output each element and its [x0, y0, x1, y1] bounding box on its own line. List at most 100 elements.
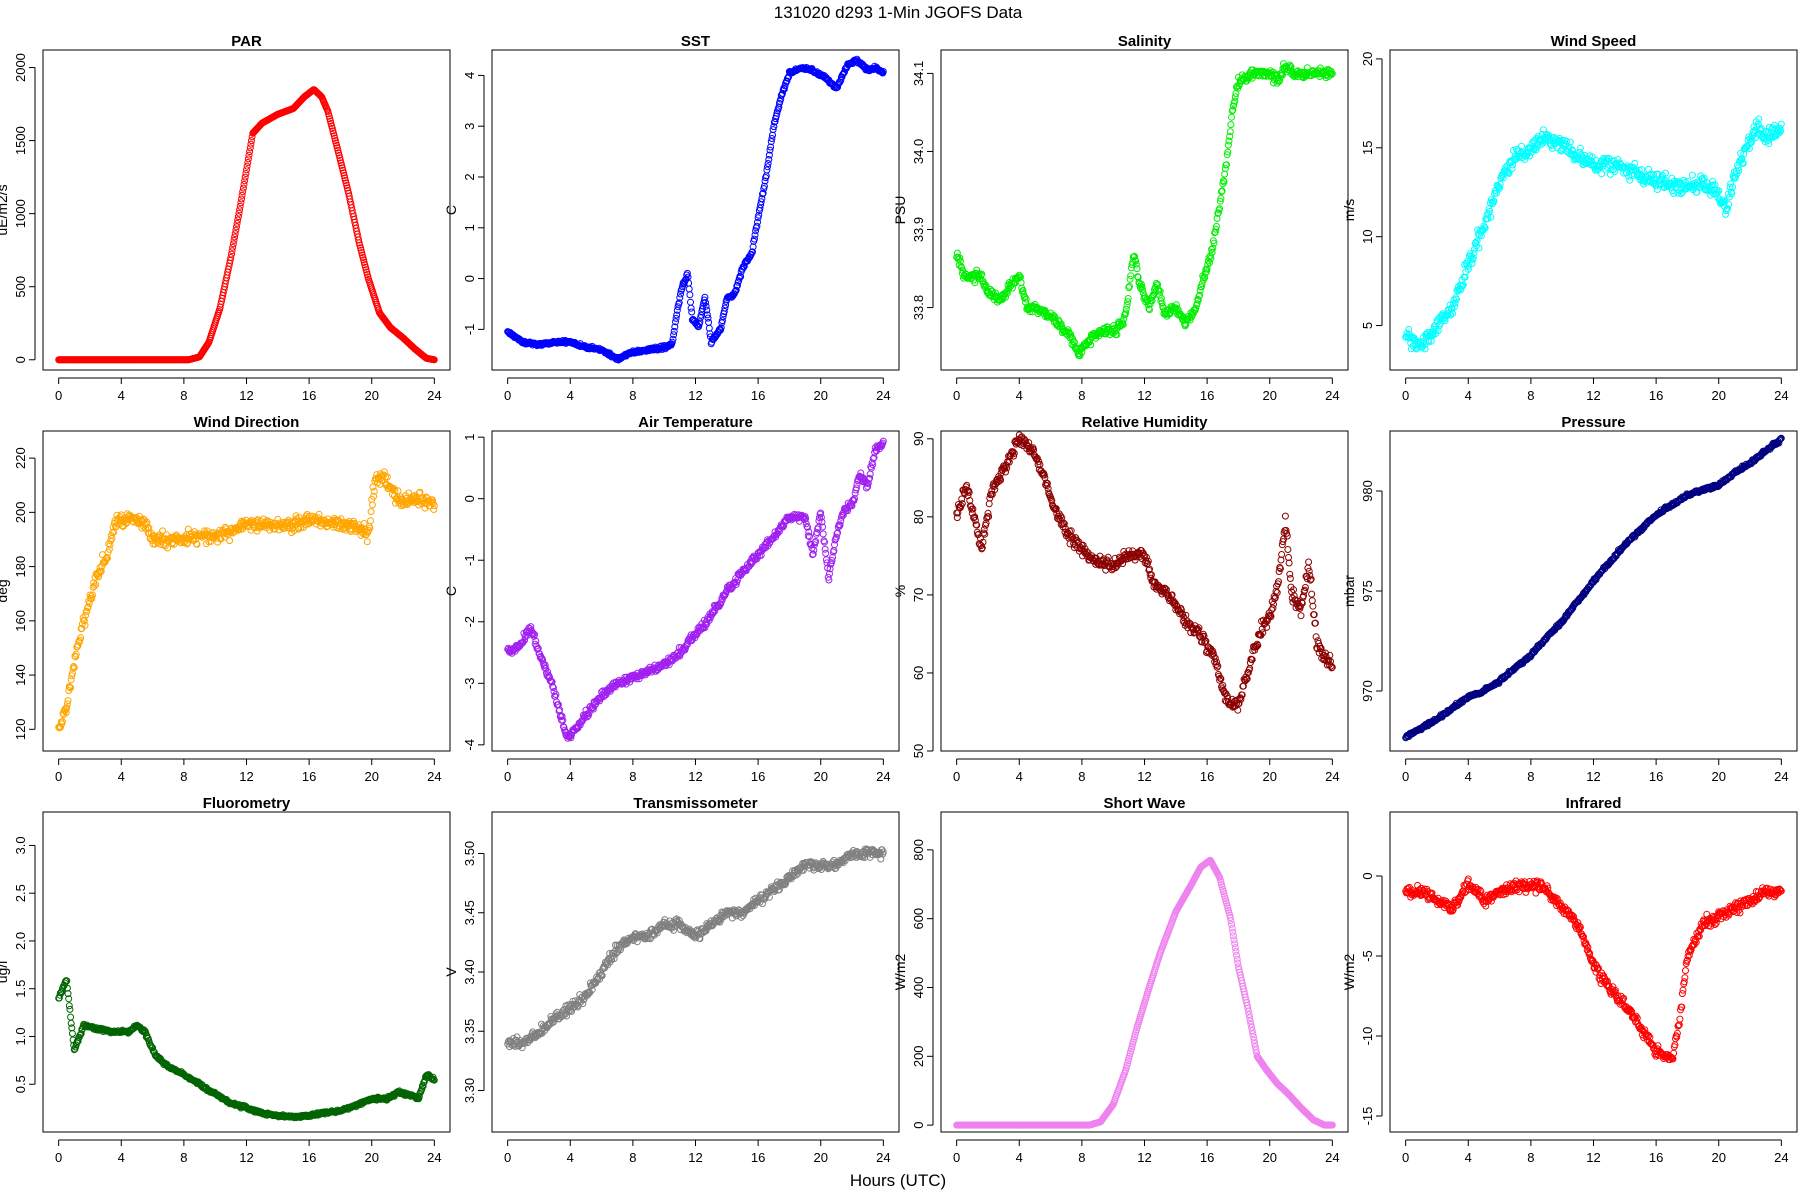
data-point — [241, 177, 249, 185]
data-point — [232, 226, 240, 234]
data-point — [783, 77, 791, 85]
data-point — [749, 248, 756, 256]
data-point — [229, 240, 237, 248]
data-point — [879, 68, 887, 75]
data-point — [229, 243, 237, 251]
x-tick-label: 16 — [1200, 769, 1214, 784]
data-point — [683, 269, 691, 277]
data-point — [756, 204, 764, 212]
y-tick-label: -4 — [462, 739, 477, 751]
x-tick-label: 8 — [180, 769, 187, 784]
data-point — [701, 293, 709, 301]
y-tick-label: 120 — [13, 718, 28, 740]
data-point — [841, 68, 848, 76]
x-tick-label: 0 — [55, 769, 62, 784]
data-point — [772, 112, 780, 120]
x-tick-label: 4 — [118, 388, 125, 403]
data-point — [734, 282, 741, 289]
x-tick-label: 0 — [953, 769, 960, 784]
x-tick-label: 12 — [239, 388, 253, 403]
data-point — [763, 166, 771, 174]
y-tick-label: 200 — [13, 502, 28, 524]
data-point — [687, 304, 695, 312]
y-tick-label: 33.9 — [911, 217, 926, 242]
data-point — [247, 140, 255, 148]
figure-xlabel: Hours (UTC) — [850, 1171, 946, 1190]
data-point — [717, 324, 725, 332]
panel-title: SST — [681, 33, 710, 50]
data-point — [671, 323, 679, 331]
x-tick-label: 16 — [751, 769, 765, 784]
x-tick-label: 20 — [1711, 388, 1725, 403]
y-tick-label: 10 — [1360, 229, 1375, 243]
x-tick-label: 12 — [1586, 388, 1600, 403]
x-tick-label: 16 — [302, 388, 316, 403]
y-tick-label: 2 — [462, 173, 477, 180]
data-point — [978, 270, 986, 278]
y-tick-label: 0 — [462, 275, 477, 282]
data-point — [675, 299, 683, 307]
x-tick-label: 12 — [1137, 388, 1151, 403]
data-point — [230, 236, 238, 244]
data-point — [672, 314, 680, 322]
x-tick-label: 4 — [1016, 388, 1023, 403]
data-point — [246, 144, 254, 152]
data-point — [1003, 289, 1011, 297]
x-tick-label: 8 — [629, 388, 636, 403]
data-point — [235, 209, 243, 217]
data-point — [236, 202, 244, 210]
y-tick-label: 60 — [911, 666, 926, 680]
x-tick-label: 20 — [364, 388, 378, 403]
x-tick-label: 16 — [1200, 388, 1214, 403]
x-tick-label: 0 — [55, 388, 62, 403]
data-point — [228, 247, 236, 255]
x-tick-label: 16 — [1649, 388, 1663, 403]
data-point — [765, 151, 773, 159]
data-point — [240, 180, 248, 188]
data-point — [668, 338, 676, 346]
y-axis-label: % — [892, 585, 908, 597]
x-tick-label: 20 — [813, 388, 827, 403]
data-point — [231, 233, 239, 241]
data-point — [732, 286, 740, 294]
data-point — [992, 289, 999, 297]
x-axis: 0 4 8 12 16 20 24 — [55, 377, 442, 403]
data-point — [238, 195, 245, 203]
panel-title: Wind Speed — [1551, 33, 1637, 50]
data-point — [752, 227, 760, 235]
data-point — [239, 188, 247, 196]
y-tick-label: 34.1 — [911, 61, 926, 86]
data-point — [676, 294, 684, 302]
data-point — [245, 151, 253, 159]
y-tick-label: -1 — [462, 554, 477, 566]
data-point — [244, 155, 252, 163]
data-point — [981, 280, 989, 288]
data-point — [248, 137, 255, 145]
data-point — [764, 160, 772, 167]
data-point — [233, 223, 240, 231]
x-tick-label: 0 — [1402, 388, 1409, 403]
x-tick-label: 24 — [1325, 388, 1339, 403]
data-point — [237, 199, 245, 207]
x-tick-label: 4 — [567, 769, 574, 784]
x-tick-label: 16 — [751, 388, 765, 403]
x-tick-label: 24 — [876, 388, 890, 403]
data-point — [769, 126, 777, 134]
y-tick-label: 0 — [13, 356, 28, 363]
x-tick-label: 12 — [1137, 769, 1151, 784]
panel-title: Air Temperature — [638, 414, 753, 431]
x-tick-label: 20 — [364, 769, 378, 784]
data-point — [228, 250, 235, 258]
data-point — [757, 198, 765, 206]
data-point — [673, 311, 681, 319]
data-point — [751, 231, 759, 239]
y-tick-label: -1 — [462, 324, 477, 336]
x-tick-label: 20 — [1262, 769, 1276, 784]
data-point — [686, 291, 694, 299]
data-point — [754, 218, 761, 226]
